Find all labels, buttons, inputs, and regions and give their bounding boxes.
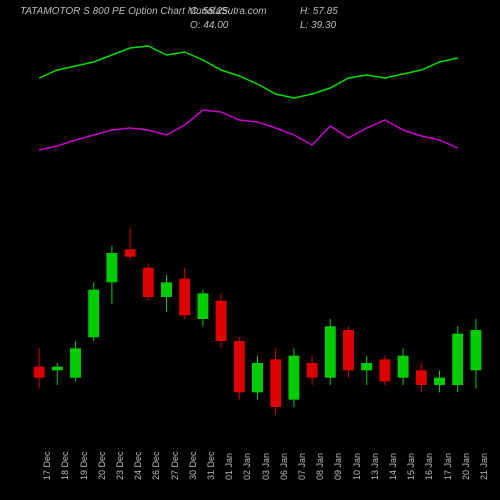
candle-body bbox=[197, 293, 208, 319]
x-axis-label: 07 Jan bbox=[297, 453, 307, 480]
candle-body bbox=[34, 367, 45, 378]
x-axis-label: 20 Jan bbox=[461, 453, 471, 480]
candle-body bbox=[307, 363, 318, 378]
x-axis-label: 16 Jan bbox=[424, 453, 434, 480]
x-axis-label: 30 Dec bbox=[188, 451, 198, 480]
candle-body bbox=[143, 268, 154, 297]
x-axis-label: 27 Dec bbox=[170, 451, 180, 480]
candle-body bbox=[398, 356, 409, 378]
x-axis-label: 24 Dec bbox=[133, 451, 143, 480]
x-axis-label: 15 Jan bbox=[406, 453, 416, 480]
x-axis-label: 17 Jan bbox=[443, 453, 453, 480]
x-axis-label: 13 Jan bbox=[370, 453, 380, 480]
candle-body bbox=[379, 359, 390, 381]
x-axis-label: 26 Dec bbox=[151, 451, 161, 480]
x-axis-label: 19 Dec bbox=[79, 451, 89, 480]
candle-body bbox=[161, 282, 172, 297]
x-axis-label: 18 Dec bbox=[60, 451, 70, 480]
x-axis-label: 01 Jan bbox=[224, 453, 234, 480]
candle-body bbox=[434, 378, 445, 385]
candle-body bbox=[288, 356, 299, 400]
candle-body bbox=[252, 363, 263, 392]
chart-container: TATAMOTOR S 800 PE Option Chart MunafaSu… bbox=[0, 0, 500, 500]
x-axis-label: 14 Jan bbox=[388, 453, 398, 480]
candle-body bbox=[88, 290, 99, 338]
green-line bbox=[39, 46, 458, 98]
candle-body bbox=[361, 363, 372, 370]
magenta-line bbox=[39, 110, 458, 150]
chart-svg bbox=[0, 0, 500, 500]
candle-body bbox=[216, 301, 227, 341]
candle-body bbox=[70, 348, 81, 377]
x-axis-label: 10 Jan bbox=[352, 453, 362, 480]
x-axis-label: 21 Jan bbox=[479, 453, 489, 480]
x-axis-label: 06 Jan bbox=[279, 453, 289, 480]
x-axis-label: 09 Jan bbox=[333, 453, 343, 480]
x-axis-label: 17 Dec bbox=[42, 451, 52, 480]
candle-body bbox=[179, 279, 190, 316]
x-axis-label: 08 Jan bbox=[315, 453, 325, 480]
candle-body bbox=[452, 334, 463, 385]
x-axis-label: 20 Dec bbox=[97, 451, 107, 480]
candle-body bbox=[106, 253, 117, 282]
candle-body bbox=[343, 330, 354, 370]
candle-body bbox=[270, 359, 281, 407]
x-axis-label: 03 Jan bbox=[261, 453, 271, 480]
x-axis-label: 02 Jan bbox=[242, 453, 252, 480]
candle-body bbox=[416, 370, 427, 385]
candle-body bbox=[52, 367, 63, 371]
candle-body bbox=[234, 341, 245, 392]
x-axis-label: 31 Dec bbox=[206, 451, 216, 480]
candle-body bbox=[125, 249, 136, 256]
candle-body bbox=[470, 330, 481, 370]
x-axis-label: 23 Dec bbox=[115, 451, 125, 480]
candle-body bbox=[325, 326, 336, 377]
